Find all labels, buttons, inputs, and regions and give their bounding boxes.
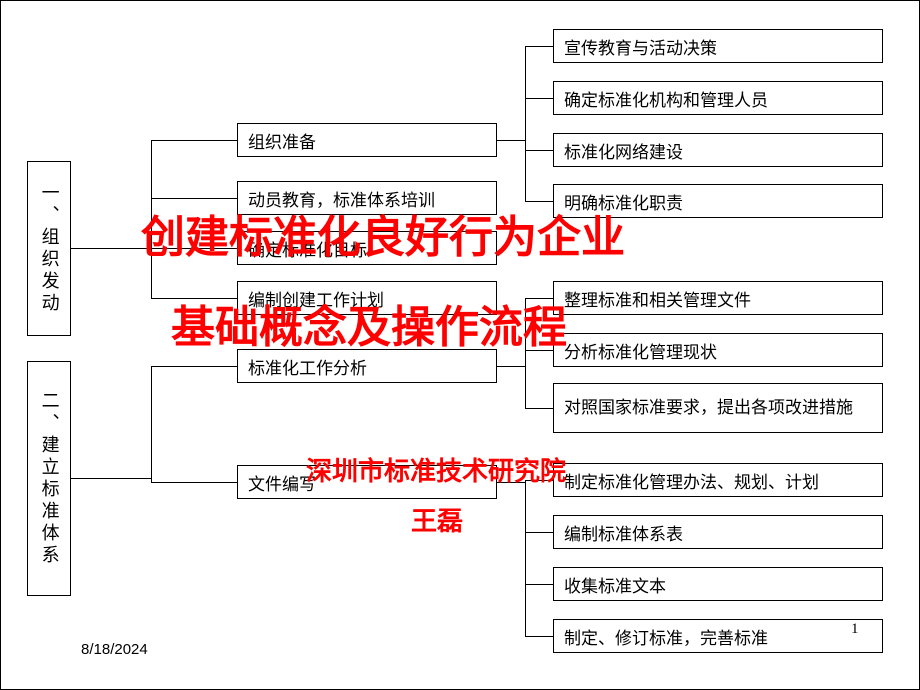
col3-box-2: 标准化网络建设 xyxy=(553,133,883,167)
connector-hline xyxy=(151,140,237,141)
title-line-1: 创建标准化良好行为企业 xyxy=(141,201,625,265)
level1-box-a: 一、组织发动 xyxy=(27,161,71,336)
col3-label-6: 对照国家标准要求，提出各项改进措施 xyxy=(564,397,853,419)
col3-box-0: 宣传教育与活动决策 xyxy=(553,29,883,63)
col3-box-9: 收集标准文本 xyxy=(553,567,883,601)
connector-hline xyxy=(71,248,151,249)
connector-vline xyxy=(525,46,526,201)
connector-hline xyxy=(525,150,553,151)
footer-page-text: 1 xyxy=(851,621,859,637)
col3-label-10: 制定、修订标准，完善标准 xyxy=(564,624,768,649)
connector-hline xyxy=(151,198,237,199)
col3-box-6: 对照国家标准要求，提出各项改进措施 xyxy=(553,383,883,433)
author-line: 王磊 xyxy=(411,501,463,538)
connector-hline xyxy=(71,478,151,479)
connector-hline xyxy=(525,46,553,47)
col3-label-5: 分析标准化管理现状 xyxy=(564,338,717,363)
col2-label-0: 组织准备 xyxy=(248,128,316,153)
col3-label-2: 标准化网络建设 xyxy=(564,138,683,163)
title2-text: 基础概念及操作流程 xyxy=(171,303,567,352)
col3-box-5: 分析标准化管理现状 xyxy=(553,333,883,367)
connector-hline xyxy=(525,532,553,533)
connector-hline xyxy=(151,366,237,367)
col3-box-10: 制定、修订标准，完善标准 xyxy=(553,619,883,653)
footer-date: 8/18/2024 xyxy=(81,641,148,658)
col3-box-1: 确定标准化机构和管理人员 xyxy=(553,81,883,115)
col3-label-0: 宣传教育与活动决策 xyxy=(564,34,717,59)
level1-b-label: 二、建立标准体系 xyxy=(36,391,61,567)
col3-label-4: 整理标准和相关管理文件 xyxy=(564,286,751,311)
connector-hline xyxy=(525,98,553,99)
connector-hline xyxy=(497,140,525,141)
col3-label-9: 收集标准文本 xyxy=(564,572,666,597)
footer-date-text: 8/18/2024 xyxy=(81,641,148,658)
footer-page: 1 xyxy=(851,621,859,638)
connector-vline xyxy=(525,480,526,636)
connector-hline xyxy=(497,366,525,367)
col2-box-0: 组织准备 xyxy=(237,123,497,157)
col3-box-4: 整理标准和相关管理文件 xyxy=(553,281,883,315)
title1-text: 创建标准化良好行为企业 xyxy=(141,213,625,262)
org-text: 深圳市标准技术研究院 xyxy=(306,457,566,486)
level1-a-label: 一、组织发动 xyxy=(36,183,61,315)
col3-box-8: 编制标准体系表 xyxy=(553,515,883,549)
connector-vline xyxy=(151,366,152,482)
title-line-2: 基础概念及操作流程 xyxy=(171,291,567,355)
col3-label-1: 确定标准化机构和管理人员 xyxy=(564,86,768,111)
author-text: 王磊 xyxy=(411,507,463,536)
connector-hline xyxy=(525,408,553,409)
connector-hline xyxy=(151,482,237,483)
connector-hline xyxy=(525,584,553,585)
level1-box-b: 二、建立标准体系 xyxy=(27,361,71,596)
org-line: 深圳市标准技术研究院 xyxy=(306,451,566,488)
col2-label-4: 标准化工作分析 xyxy=(248,354,367,379)
col3-label-7: 制定标准化管理办法、规划、计划 xyxy=(564,468,819,493)
connector-hline xyxy=(525,636,553,637)
col3-label-8: 编制标准体系表 xyxy=(564,520,683,545)
col3-box-7: 制定标准化管理办法、规划、计划 xyxy=(553,463,883,497)
